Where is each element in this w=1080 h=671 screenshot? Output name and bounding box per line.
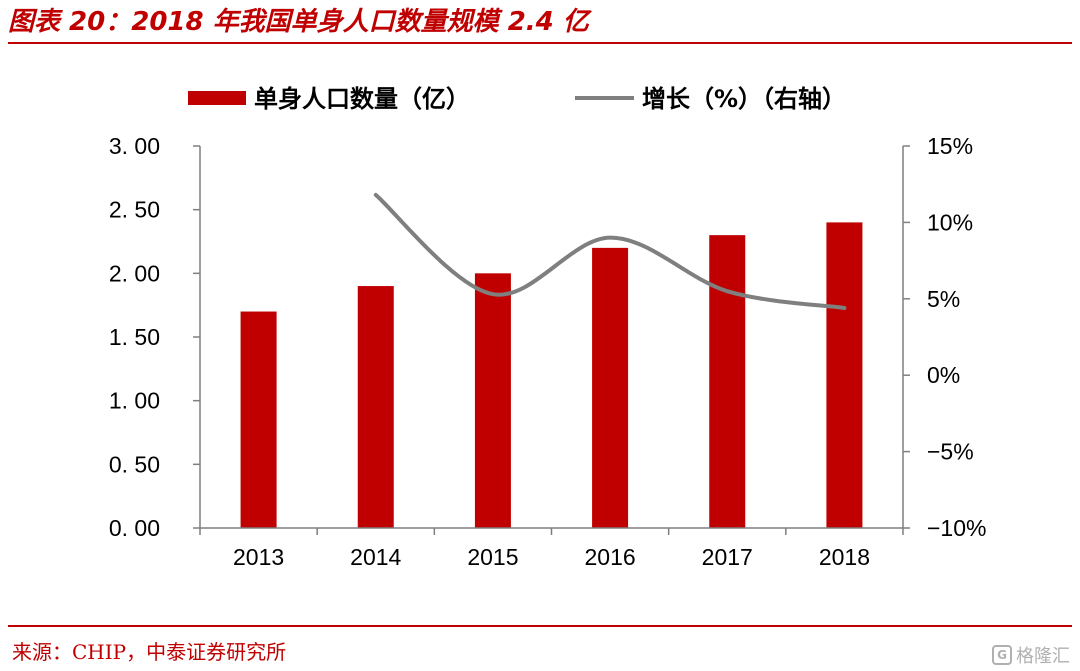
bar-2018 xyxy=(826,222,863,528)
source-note: 来源：CHIP，中泰证券研究所 xyxy=(12,640,287,664)
left-tick-label: 2. 50 xyxy=(109,197,160,223)
x-tick-label: 2015 xyxy=(467,544,518,570)
bar-2013 xyxy=(240,311,277,528)
legend-bar-label: 单身人口数量（亿） xyxy=(254,85,470,113)
footer-divider xyxy=(8,625,1072,627)
right-tick-label: 15% xyxy=(927,133,973,159)
x-tick-label: 2016 xyxy=(584,544,635,570)
legend-line-label: 增长（%）（右轴） xyxy=(642,85,846,113)
bar-2014 xyxy=(357,286,394,528)
right-tick-label: 0% xyxy=(927,362,960,388)
line-series xyxy=(373,192,847,310)
legend-bar-swatch xyxy=(188,91,246,105)
legend: 单身人口数量（亿） 增长（%）（右轴） xyxy=(188,85,846,113)
x-tick-label: 2018 xyxy=(819,544,870,570)
bar-2015 xyxy=(474,273,511,528)
bar-2017 xyxy=(709,235,746,528)
left-tick-label: 1. 00 xyxy=(109,388,160,414)
watermark-logo-icon: G xyxy=(992,645,1012,665)
right-tick-label: 10% xyxy=(927,209,973,235)
left-tick-label: 1. 50 xyxy=(109,324,160,350)
right-tick-label: −5% xyxy=(927,439,974,465)
left-tick-label: 0. 50 xyxy=(109,451,160,477)
growth-line xyxy=(373,192,847,310)
right-tick-label: 5% xyxy=(927,286,960,312)
left-tick-label: 0. 00 xyxy=(109,515,160,541)
bar-2016 xyxy=(592,247,629,528)
bar-series xyxy=(240,222,863,528)
axes: 0. 00 0. 50 1. 00 1. 50 2. 00 2. 50 3. 00 −10% −… xyxy=(109,133,987,570)
title-divider xyxy=(8,42,1072,44)
left-tick-label: 2. 00 xyxy=(109,260,160,286)
x-tick-label: 2014 xyxy=(350,544,401,570)
x-tick-label: 2017 xyxy=(702,544,753,570)
chart-title: 图表 20：2018 年我国单身人口数量规模 2.4 亿 xyxy=(8,7,589,37)
left-tick-label: 3. 00 xyxy=(109,133,160,159)
watermark: G 格隆汇 xyxy=(992,642,1070,668)
x-tick-label: 2013 xyxy=(233,544,284,570)
watermark-text: 格隆汇 xyxy=(1016,646,1070,667)
right-tick-label: −10% xyxy=(927,515,986,541)
